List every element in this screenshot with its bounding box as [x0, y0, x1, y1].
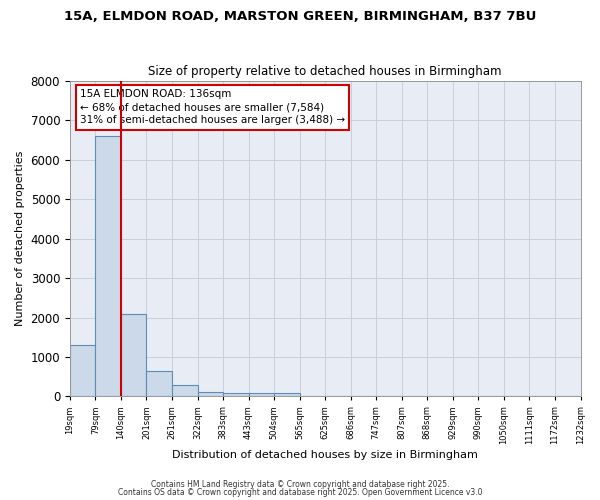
Bar: [248, 394, 274, 396]
Bar: [95, 136, 121, 396]
Text: Contains HM Land Registry data © Crown copyright and database right 2025.: Contains HM Land Registry data © Crown c…: [151, 480, 449, 489]
Bar: [172, 384, 197, 396]
Y-axis label: Number of detached properties: Number of detached properties: [15, 151, 25, 326]
Bar: [223, 394, 248, 396]
Bar: [70, 345, 95, 397]
Bar: [197, 392, 223, 396]
Text: 15A ELMDON ROAD: 136sqm
← 68% of detached houses are smaller (7,584)
31% of semi: 15A ELMDON ROAD: 136sqm ← 68% of detache…: [80, 89, 345, 126]
X-axis label: Distribution of detached houses by size in Birmingham: Distribution of detached houses by size …: [172, 450, 478, 460]
Bar: [146, 371, 172, 396]
Text: 15A, ELMDON ROAD, MARSTON GREEN, BIRMINGHAM, B37 7BU: 15A, ELMDON ROAD, MARSTON GREEN, BIRMING…: [64, 10, 536, 23]
Bar: [121, 314, 146, 396]
Text: Contains OS data © Crown copyright and database right 2025. Open Government Lice: Contains OS data © Crown copyright and d…: [118, 488, 482, 497]
Title: Size of property relative to detached houses in Birmingham: Size of property relative to detached ho…: [148, 66, 502, 78]
Bar: [274, 394, 299, 396]
